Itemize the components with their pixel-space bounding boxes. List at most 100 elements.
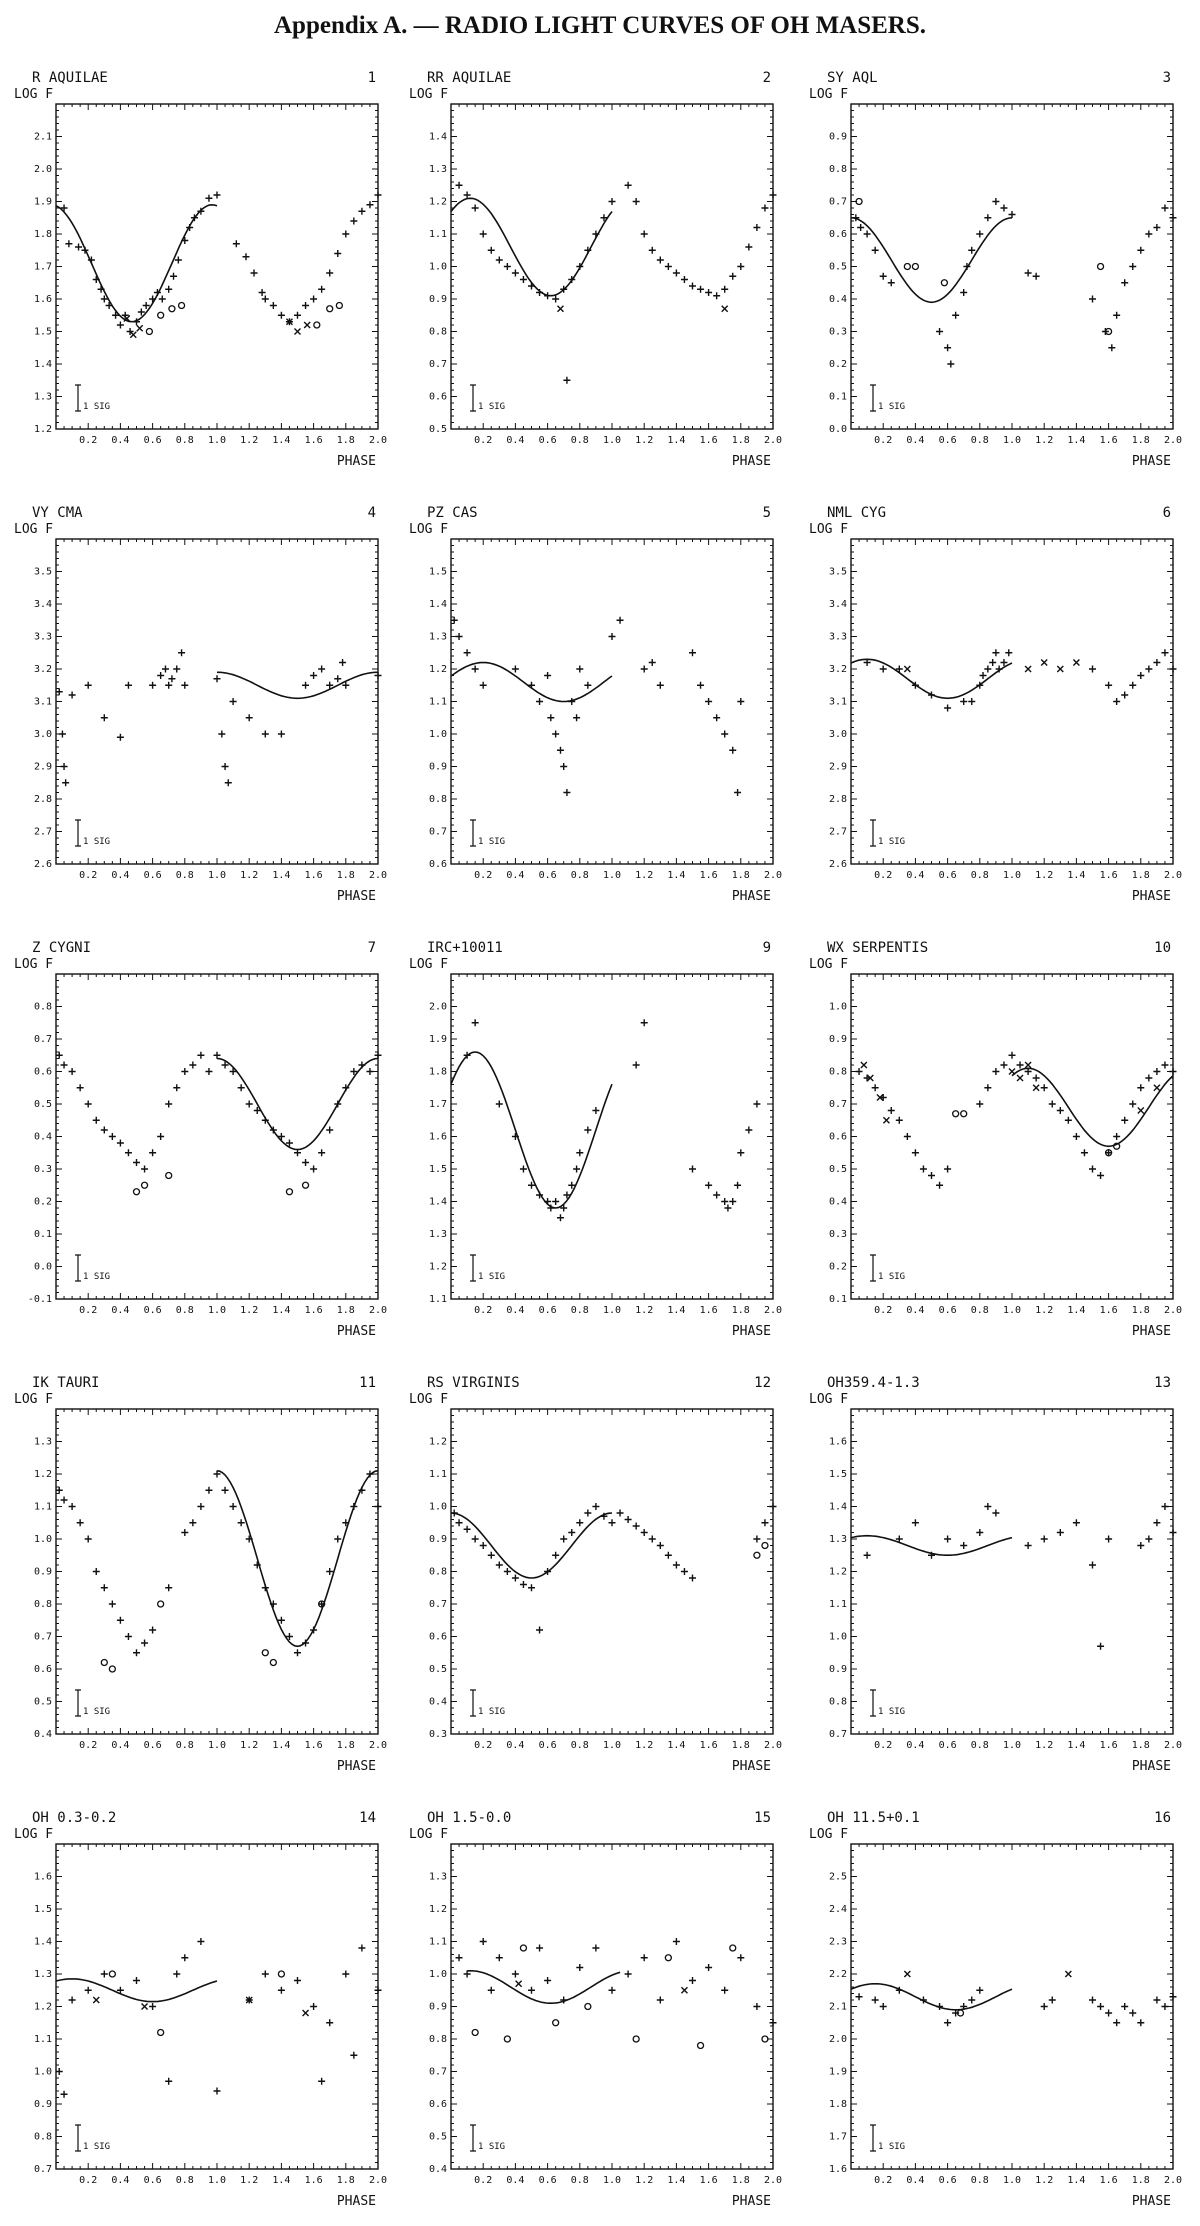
x-tick-label: 1.4 xyxy=(667,1305,685,1316)
x-tick-label: 0.2 xyxy=(79,2175,97,2186)
data-point-plus xyxy=(318,1149,326,1157)
y-tick-label: 3.0 xyxy=(829,729,847,740)
y-tick-label: 1.3 xyxy=(429,632,447,643)
chart-title: IRC+10011 xyxy=(427,940,503,956)
data-point-plus xyxy=(181,1068,189,1075)
y-tick-label: 0.7 xyxy=(829,197,847,208)
x-tick-label: 1.8 xyxy=(1132,1305,1150,1316)
data-point-plus xyxy=(944,704,952,712)
error-bar-label: 1 SIG xyxy=(878,1707,905,1717)
data-point-plus xyxy=(350,1503,358,1510)
data-point-plus xyxy=(568,1529,576,1536)
x-tick-label: 0.8 xyxy=(971,2175,989,2186)
x-tick-label: 0.4 xyxy=(506,2175,524,2186)
data-point-plus xyxy=(197,1938,205,1945)
data-point-circle xyxy=(1096,262,1105,271)
data-point-plus xyxy=(705,289,713,296)
y-tick-label: 1.9 xyxy=(34,197,52,208)
data-point-plus xyxy=(261,1116,269,1124)
fit-curve xyxy=(450,1051,613,1209)
data-point-plus xyxy=(947,360,955,368)
error-bar-marker xyxy=(75,819,81,847)
data-point-plus xyxy=(556,746,564,754)
error-bar-label: 1 SIG xyxy=(478,1707,505,1717)
data-point-plus xyxy=(879,272,887,280)
data-point-plus xyxy=(624,181,632,189)
data-point-plus xyxy=(1169,665,1177,673)
x-tick-label: 1.8 xyxy=(1132,1740,1150,1751)
panel-number: 12 xyxy=(754,1375,771,1391)
x-axis-label: PHASE xyxy=(337,1759,376,1774)
data-point-plus xyxy=(976,1100,984,1108)
light-curve-panel-14: OH 0.3-0.2 14 LOG F 0.2 0.4 0.6 0.8 1.0 1.2 1.4 1.… xyxy=(10,1800,390,2210)
data-point-plus xyxy=(471,1019,479,1027)
x-tick-label: 2.0 xyxy=(1164,1305,1182,1316)
light-curve-panel-15: OH 1.5-0.0 15 LOG F 0.2 0.4 0.6 0.8 1.0 1.2 1.4 1.… xyxy=(405,1800,785,2210)
data-point-plus xyxy=(608,633,616,640)
data-point-plus xyxy=(1064,1116,1072,1124)
data-point-plus xyxy=(358,1944,366,1952)
y-tick-label: 3.4 xyxy=(829,599,847,610)
x-tick-label: 0.8 xyxy=(971,435,989,446)
y-tick-label: 1.3 xyxy=(429,164,447,175)
data-point-cross xyxy=(1072,659,1080,666)
chart-title: OH 11.5+0.1 xyxy=(827,1810,920,1826)
panel-number: 7 xyxy=(368,940,376,956)
data-point-plus xyxy=(936,2003,944,2010)
data-point-plus xyxy=(487,1551,495,1559)
y-tick-label: 3.0 xyxy=(34,729,52,740)
data-point-circle xyxy=(100,1658,108,1667)
data-point-plus xyxy=(463,1525,471,1533)
data-point-circle xyxy=(664,1954,673,1962)
chart-title: Z CYGNI xyxy=(32,940,91,956)
data-point-plus xyxy=(471,665,479,673)
data-point-plus xyxy=(552,730,560,738)
data-point-plus xyxy=(1153,1996,1161,2004)
x-tick-label: 0.6 xyxy=(539,870,557,881)
x-tick-label: 1.6 xyxy=(1100,870,1118,881)
data-point-circle xyxy=(132,1188,141,1196)
y-tick-label: 0.3 xyxy=(429,1729,447,1740)
x-tick-label: 1.2 xyxy=(240,2175,258,2186)
fit-curve xyxy=(850,217,1013,304)
data-point-cross xyxy=(903,665,911,673)
data-point-plus xyxy=(648,246,656,254)
data-point-plus xyxy=(511,1133,519,1140)
x-tick-label: 1.6 xyxy=(700,435,718,446)
x-tick-label: 2.0 xyxy=(1164,1740,1182,1751)
error-bar-label: 1 SIG xyxy=(83,837,110,847)
data-point-plus xyxy=(552,1551,560,1559)
data-point-plus xyxy=(149,2003,157,2010)
y-tick-label: 0.2 xyxy=(829,359,847,370)
data-point-cross xyxy=(1056,665,1064,673)
data-point-plus xyxy=(689,282,696,290)
data-point-plus xyxy=(190,214,198,222)
data-point-plus xyxy=(205,1486,213,1494)
x-tick-label: 0.2 xyxy=(79,1305,97,1316)
data-point-plus xyxy=(173,1970,181,1978)
y-axis-label: LOG F xyxy=(14,1827,53,1842)
data-point-plus xyxy=(519,1581,527,1588)
y-tick-label: 1.3 xyxy=(429,1872,447,1883)
data-point-plus xyxy=(221,1061,229,1069)
y-tick-label: 0.9 xyxy=(34,2099,52,2110)
y-axis-label: LOG F xyxy=(809,1827,848,1842)
data-point-plus xyxy=(753,2003,761,2010)
x-axis-label: PHASE xyxy=(337,889,376,904)
data-point-plus xyxy=(624,1516,632,1523)
data-point-plus xyxy=(608,1986,616,1994)
data-point-plus xyxy=(632,198,640,205)
data-point-plus xyxy=(245,1535,253,1543)
data-point-plus xyxy=(672,269,680,277)
fit-curve xyxy=(55,1978,218,2003)
data-point-plus xyxy=(60,2090,68,2098)
x-tick-label: 1.4 xyxy=(1067,1305,1085,1316)
data-point-plus xyxy=(479,1938,487,1945)
plot-frame xyxy=(850,973,1174,1300)
error-bar-marker xyxy=(470,1689,476,1717)
x-tick-label: 0.8 xyxy=(176,1740,194,1751)
data-point-plus xyxy=(55,1486,63,1494)
x-tick-label: 2.0 xyxy=(1164,2175,1182,2186)
data-point-plus xyxy=(1129,263,1137,270)
x-tick-label: 1.8 xyxy=(732,1740,750,1751)
